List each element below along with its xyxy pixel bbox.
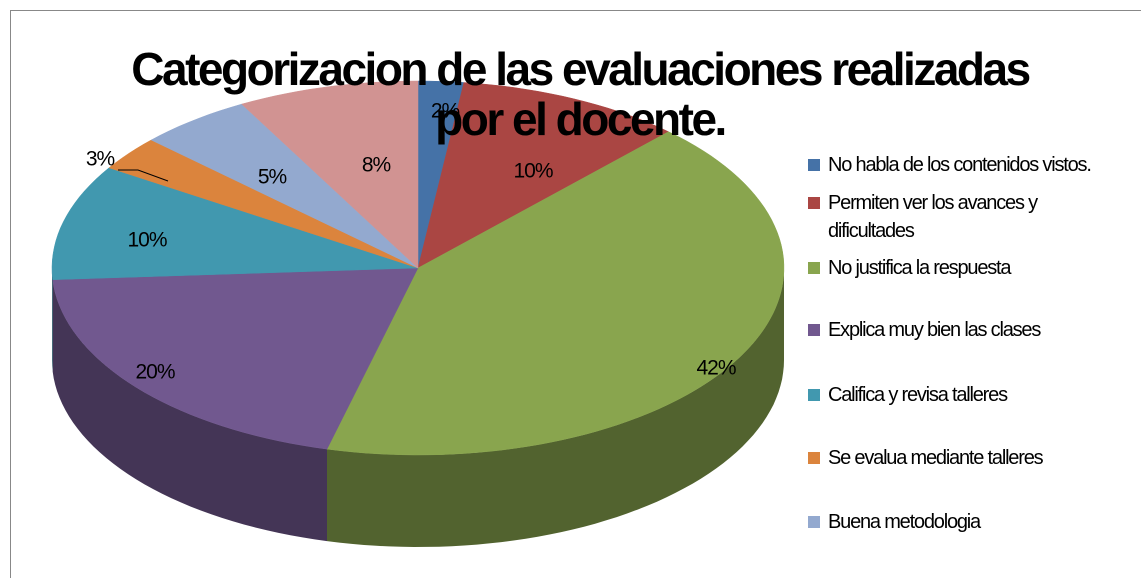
pie-side — [52, 279, 327, 542]
data-label: 2% — [431, 100, 460, 123]
legend-item: Califica y revisa talleres — [808, 381, 1128, 409]
legend-label: Permiten ver los avances y dificultades — [828, 192, 1038, 242]
pie-slice — [326, 131, 785, 456]
legend-item: Explica muy bien las clases — [808, 316, 1128, 344]
legend-swatch — [808, 452, 820, 464]
legend-item: Permiten ver los avances y dificultades — [808, 189, 1128, 245]
legend-item: Buena metodologia — [808, 508, 1128, 536]
chart-title: Categorizacion de las evaluaciones reali… — [131, 43, 1031, 145]
legend-label: Buena metodologia — [828, 511, 981, 533]
pie-slice — [52, 267, 419, 450]
legend-item: No justifica la respuesta — [808, 254, 1128, 282]
data-label: 5% — [258, 166, 287, 189]
pie-side — [52, 268, 53, 372]
legend-swatch — [808, 159, 820, 171]
legend-label: Se evalua mediante talleres — [828, 447, 1044, 469]
leader-line — [118, 169, 169, 182]
legend-label: Explica muy bien las clases — [828, 319, 1041, 341]
pie-slice — [417, 82, 670, 269]
legend-label: No habla de los contenidos vistos. — [828, 154, 1092, 176]
legend-item: No habla de los contenidos vistos. — [808, 151, 1128, 179]
data-label: 8% — [362, 154, 391, 177]
pie-slice — [108, 139, 419, 269]
pie-slice — [241, 80, 419, 269]
legend-label: Califica y revisa talleres — [828, 384, 1008, 406]
frame — [10, 10, 1141, 578]
legend-swatch — [808, 324, 820, 336]
data-label: 20% — [135, 361, 174, 384]
data-label: 3% — [86, 148, 115, 171]
data-label: 10% — [513, 160, 552, 183]
legend-label: No justifica la respuesta — [828, 257, 1012, 279]
data-label: 42% — [696, 357, 735, 380]
pie-side — [327, 268, 784, 547]
pie-slice — [51, 167, 419, 280]
legend-item: Se evalua mediante talleres — [808, 444, 1128, 472]
legend-swatch — [808, 389, 820, 401]
pie-slice — [150, 103, 419, 269]
legend-swatch — [808, 197, 820, 209]
legend-swatch — [808, 262, 820, 274]
legend-swatch — [808, 516, 820, 528]
data-label: 10% — [127, 229, 166, 252]
